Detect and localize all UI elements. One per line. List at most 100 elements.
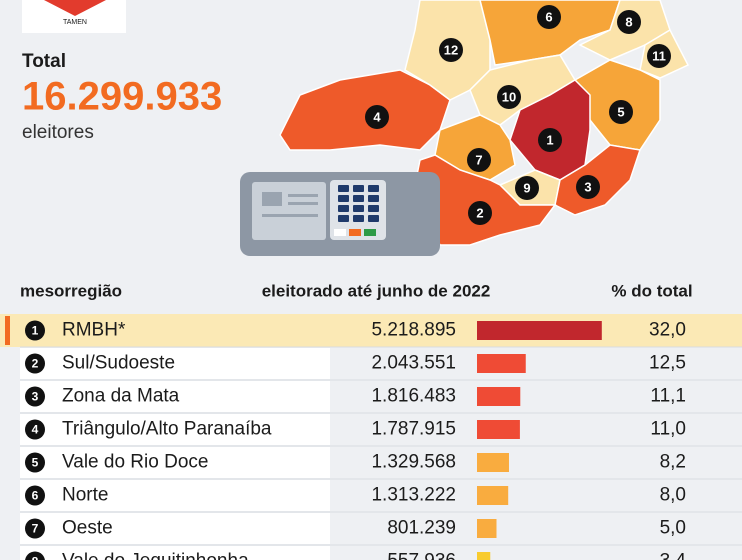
region [279,69,451,151]
row-bg [20,480,330,511]
key [368,195,379,202]
logo-triangle [44,0,106,16]
rank-badge [25,551,45,560]
pct-label: 12,5 [649,353,686,374]
key-white [334,229,346,236]
row-bg [20,513,330,544]
region-number: 7 [475,152,482,167]
rank-badge [25,452,45,473]
pct-bar [477,387,521,406]
pct-label: 32,0 [649,320,686,341]
total-unit: eleitores [22,122,94,143]
screen-line [262,214,318,217]
rank: 7 [32,522,39,536]
rank: 6 [32,489,39,503]
pct-label: 11,1 [650,386,686,407]
row-bg [20,414,330,445]
region-marker [538,128,562,152]
total-value: 16.299.933 [22,75,222,119]
region-name: RMBH* [62,320,126,341]
rank: 5 [32,456,39,470]
rank: 1 [32,324,39,338]
keys [338,185,379,222]
key [338,215,349,222]
region-marker [468,201,492,225]
pct-bar [477,354,526,373]
region-number: 11 [652,48,666,63]
key-green [364,229,376,236]
region-marker [515,176,539,200]
pct-bar [477,453,509,472]
rank-badge [25,485,45,506]
pct-bar [477,420,520,439]
row-bg [20,381,330,412]
region-name: Oeste [62,518,113,539]
region-marker [576,175,600,199]
column-header: eleitorado até junho de 2022 [262,281,491,300]
voters: 2.043.551 [371,353,456,374]
column-header: mesorregião [20,281,122,300]
voters: 1.787.915 [371,419,456,440]
screen-line [288,202,318,205]
key [338,195,349,202]
row-bg [20,348,330,379]
rank: 4 [32,423,39,437]
region-marker [537,5,561,29]
voters: 5.218.895 [371,320,456,341]
voters: 1.313.222 [371,485,456,506]
region-marker [497,85,521,109]
voters: 801.239 [387,518,456,539]
row-bg [20,447,330,478]
region-marker [439,38,463,62]
key [353,185,364,192]
pct-label: 3,4 [660,551,687,560]
region-number: 6 [545,9,552,24]
region-number: 3 [584,179,591,194]
table: 1 RMBH* 5.218.895 32,0 2 Sul/Sudoeste 2.043.55… [0,314,742,560]
screen-line [288,194,318,197]
rank-badge [25,518,45,539]
key [353,205,364,212]
logo-text: TAMEN [63,19,87,26]
pct-bar [477,552,491,560]
region-number: 9 [523,180,530,195]
region-number: 4 [373,109,381,124]
region-name: Vale do Rio Doce [62,452,208,473]
region-name: Triângulo/Alto Paranaíba [62,419,272,440]
region-marker [467,148,491,172]
voting-machine [240,172,440,256]
column-header: % do total [611,281,692,300]
region-name: Zona da Mata [62,386,180,407]
region-number: 8 [625,14,632,29]
machine-screen [252,182,326,240]
pct-label: 5,0 [660,518,686,539]
region-marker [609,100,633,124]
row-highlight [0,314,742,347]
key [338,185,349,192]
region-marker [365,105,389,129]
key [353,195,364,202]
row-marker [5,316,10,345]
region-number: 1 [546,132,553,147]
pct-bar [477,321,602,340]
key [338,205,349,212]
rank-badge [25,386,45,407]
region-number: 2 [476,205,483,220]
rank: 3 [32,390,39,404]
key [353,215,364,222]
region-name: Norte [62,485,108,506]
screen-box [262,192,282,206]
rank-badge [25,320,45,341]
rank: 8 [32,555,39,560]
rank-badge [25,419,45,440]
region-number: 10 [502,89,516,104]
region-number: 12 [444,42,458,57]
pct-bar [477,486,509,505]
key [368,215,379,222]
pct-label: 8,0 [660,485,686,506]
rank: 2 [32,357,39,371]
total-label: Total [22,51,66,72]
rank-badge [25,353,45,374]
